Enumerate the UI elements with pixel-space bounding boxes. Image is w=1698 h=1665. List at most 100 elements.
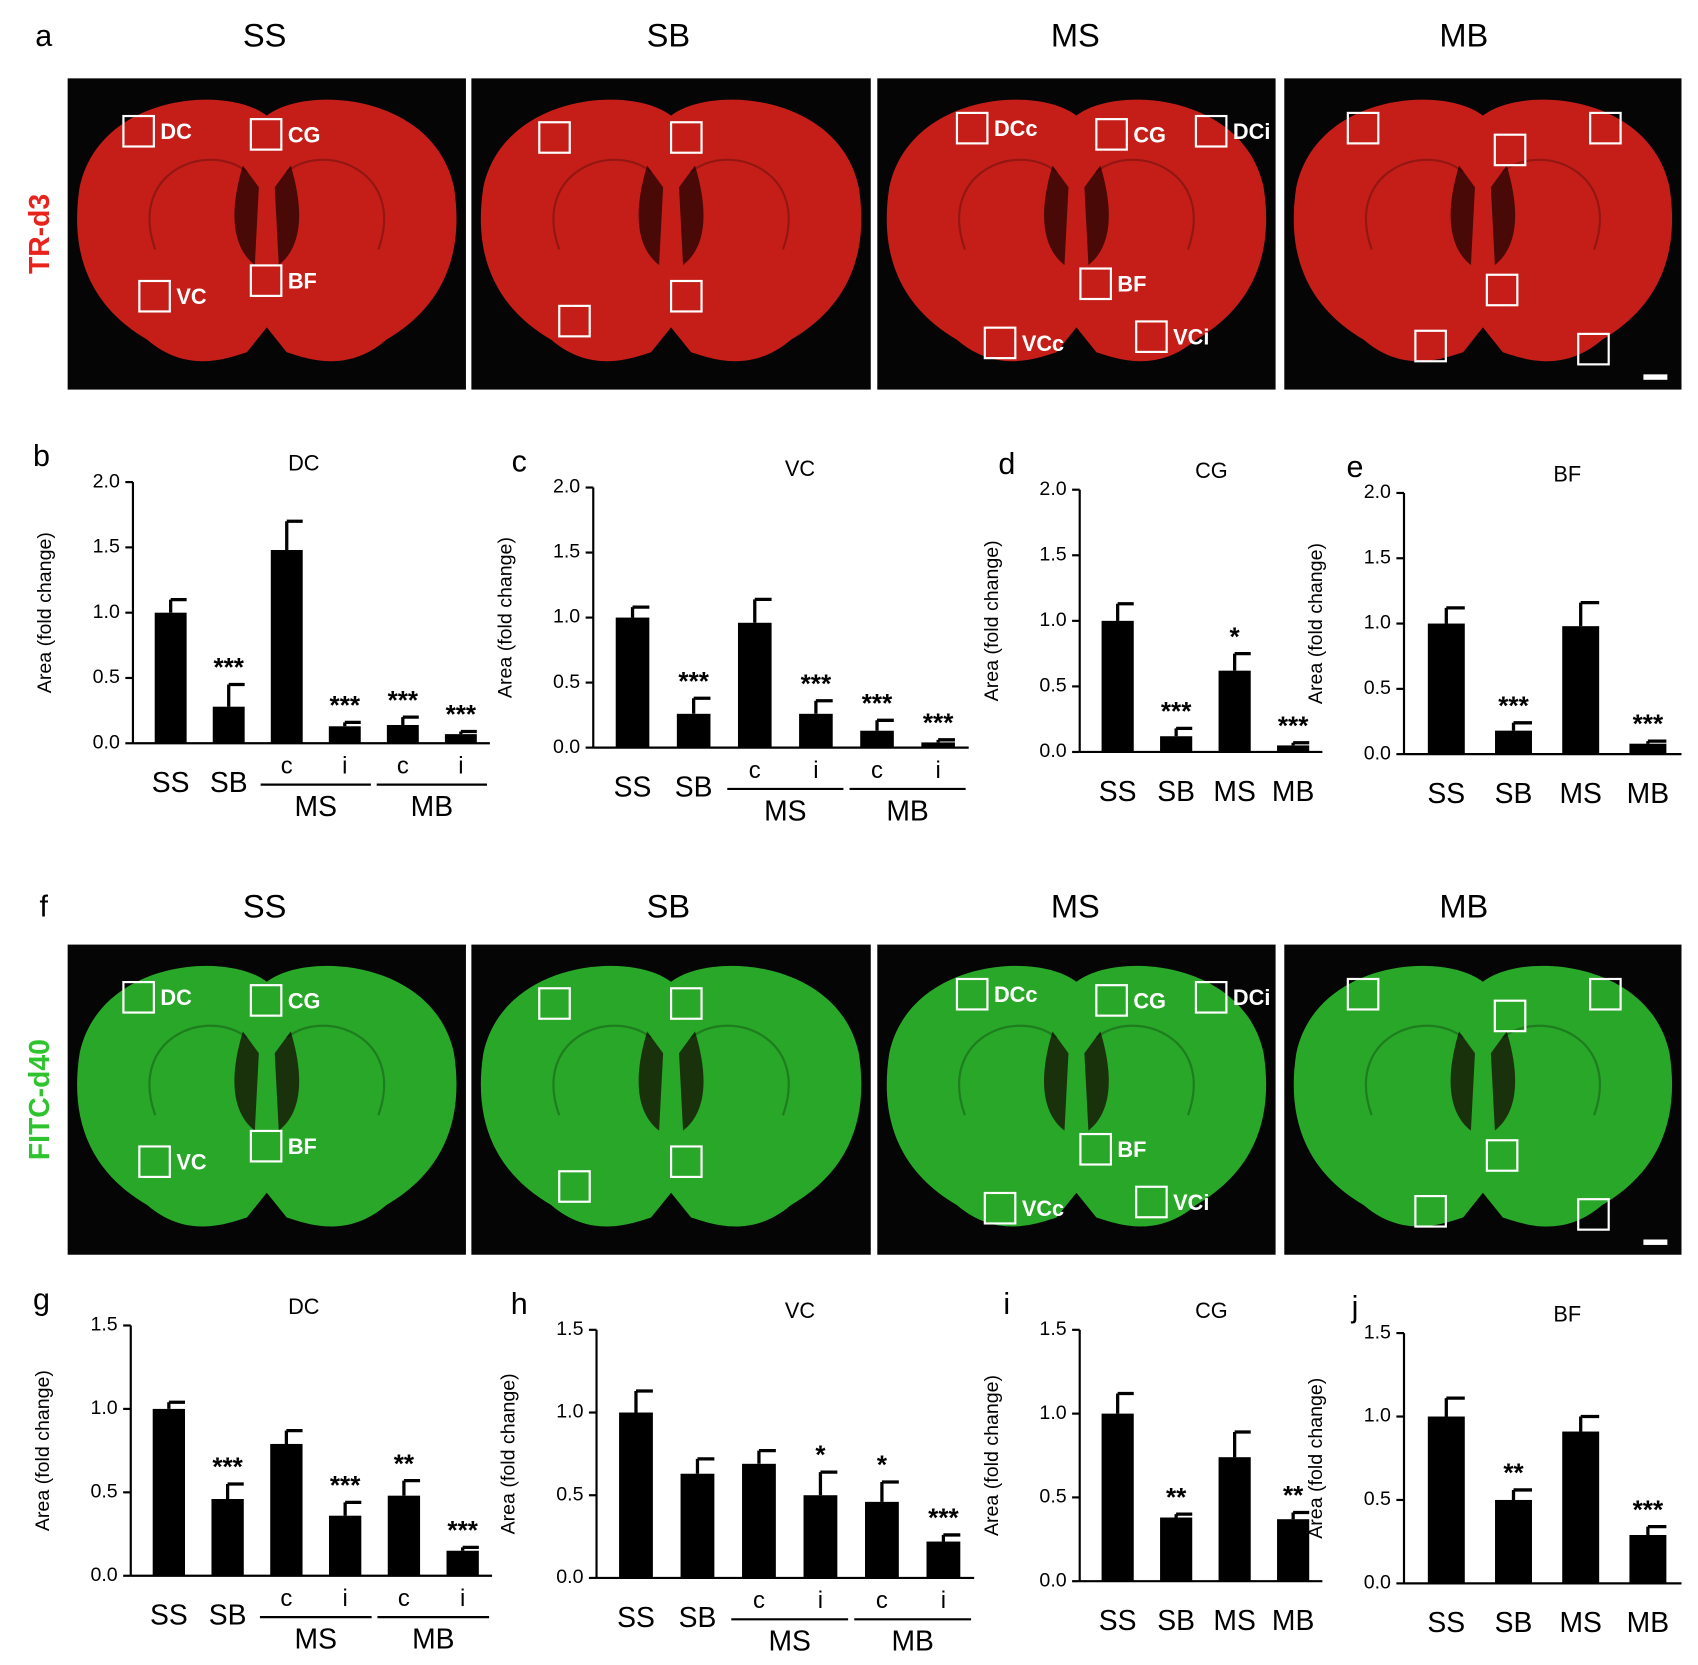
significance: *** <box>1633 709 1664 739</box>
bar <box>328 726 361 744</box>
roi-box <box>1135 1185 1168 1219</box>
bar <box>1629 1534 1667 1584</box>
error-bar <box>227 682 245 707</box>
y-axis-label: Area (fold change) <box>981 540 1003 701</box>
error-bar <box>343 1500 362 1516</box>
y-tick-label: 1.0 <box>1364 1405 1391 1427</box>
roi-box <box>138 1145 171 1179</box>
x-tick-label: MB <box>1272 775 1314 807</box>
y-tick-label: 0.0 <box>93 731 120 753</box>
group-label: MB <box>891 1625 933 1657</box>
roi-box <box>669 987 703 1020</box>
error-bar <box>343 720 361 727</box>
scale-bar <box>1643 1239 1668 1245</box>
significance: *** <box>213 652 244 682</box>
y-axis-label: Area (fold change) <box>494 537 516 698</box>
roi-box <box>1414 1194 1447 1228</box>
roi-label: CG <box>1133 988 1166 1013</box>
y-tick-label: 1.5 <box>90 1314 117 1336</box>
x-tick-label: c <box>280 1585 292 1612</box>
brain-section <box>480 99 862 362</box>
brain-section <box>1293 965 1673 1227</box>
bar <box>619 1412 653 1578</box>
chart-title: BF <box>1553 1301 1581 1326</box>
column-header: MS <box>1051 887 1100 924</box>
y-tick-label: 1.5 <box>556 1318 583 1340</box>
roi-box <box>955 111 989 145</box>
roi-label: DCc <box>994 982 1038 1007</box>
error-bar <box>1233 651 1251 671</box>
x-tick-label: SB <box>675 770 713 802</box>
bar <box>860 730 894 748</box>
significance: *** <box>1633 1494 1664 1524</box>
roi-label: BF <box>1117 1137 1146 1162</box>
significance: ** <box>1166 1482 1187 1512</box>
significance: * <box>877 1450 888 1480</box>
error-bar <box>284 1428 303 1444</box>
y-tick-label: 0.0 <box>1364 1572 1391 1594</box>
y-axis-label: Area (fold change) <box>498 1373 520 1534</box>
x-tick-label: MS <box>1213 1604 1255 1636</box>
column-header: MB <box>1439 887 1488 924</box>
ventricle <box>1450 1031 1516 1131</box>
bar <box>1427 623 1465 755</box>
column-header: SS <box>243 887 287 924</box>
x-tick-label: SB <box>1157 1604 1195 1636</box>
significance: * <box>815 1440 826 1470</box>
y-tick-label: 1.0 <box>1039 1402 1066 1424</box>
bar <box>1101 1413 1134 1582</box>
y-tick-label: 0.0 <box>90 1564 117 1586</box>
error-bar <box>1646 1525 1667 1535</box>
y-tick-label: 1.5 <box>1364 1321 1391 1343</box>
y-tick-label: 0.5 <box>93 666 120 688</box>
cortex-outline <box>148 158 386 250</box>
y-tick-label: 0.0 <box>556 1566 583 1588</box>
roi-box <box>249 264 283 297</box>
bar <box>1562 626 1600 755</box>
column-header: SB <box>647 17 691 54</box>
panel-letter: b <box>33 439 50 473</box>
error-bar <box>880 1480 899 1502</box>
x-tick-label: SS <box>150 1599 188 1631</box>
roi-box <box>249 118 283 151</box>
panel-letter: e <box>1347 450 1364 484</box>
brain-section <box>480 965 862 1227</box>
roi-box <box>1577 332 1610 366</box>
y-axis-label: Area (fold change) <box>32 1370 54 1531</box>
x-tick-label: i <box>460 1585 465 1612</box>
y-axis-label: Area (fold change) <box>1305 1378 1327 1539</box>
y-tick-label: 0.5 <box>553 671 580 693</box>
roi-box <box>1414 329 1447 363</box>
error-bar <box>285 519 303 550</box>
ventricle <box>234 165 300 266</box>
chart-title: VC <box>785 456 815 481</box>
roi-box <box>1135 320 1168 354</box>
bar <box>154 612 187 744</box>
y-axis-label: Area (fold change) <box>981 1375 1003 1536</box>
x-tick-label: MB <box>1627 1606 1669 1638</box>
x-tick-label: c <box>397 753 409 780</box>
bar <box>152 1408 186 1576</box>
roi-box <box>1346 111 1380 145</box>
ventricle <box>638 1031 704 1131</box>
roi-box <box>138 279 171 313</box>
bar <box>865 1501 899 1578</box>
roi-label: CG <box>288 988 321 1013</box>
y-tick-label: 0.5 <box>90 1481 117 1503</box>
significance: *** <box>1161 696 1192 726</box>
roi-box <box>669 279 703 313</box>
y-tick-label: 1.0 <box>553 606 580 628</box>
error-bar <box>695 1457 715 1474</box>
significance: * <box>1230 621 1241 651</box>
y-tick-label: 1.0 <box>556 1401 583 1423</box>
error-bar <box>941 1533 961 1542</box>
roi-box <box>249 984 283 1017</box>
significance: *** <box>862 688 893 718</box>
error-bar <box>1233 1430 1251 1458</box>
roi-box <box>538 121 571 154</box>
bar <box>737 622 772 748</box>
roi-box <box>1589 977 1622 1011</box>
roi-label: VCc <box>1022 1196 1064 1221</box>
roi-label: VCi <box>1173 1190 1209 1215</box>
